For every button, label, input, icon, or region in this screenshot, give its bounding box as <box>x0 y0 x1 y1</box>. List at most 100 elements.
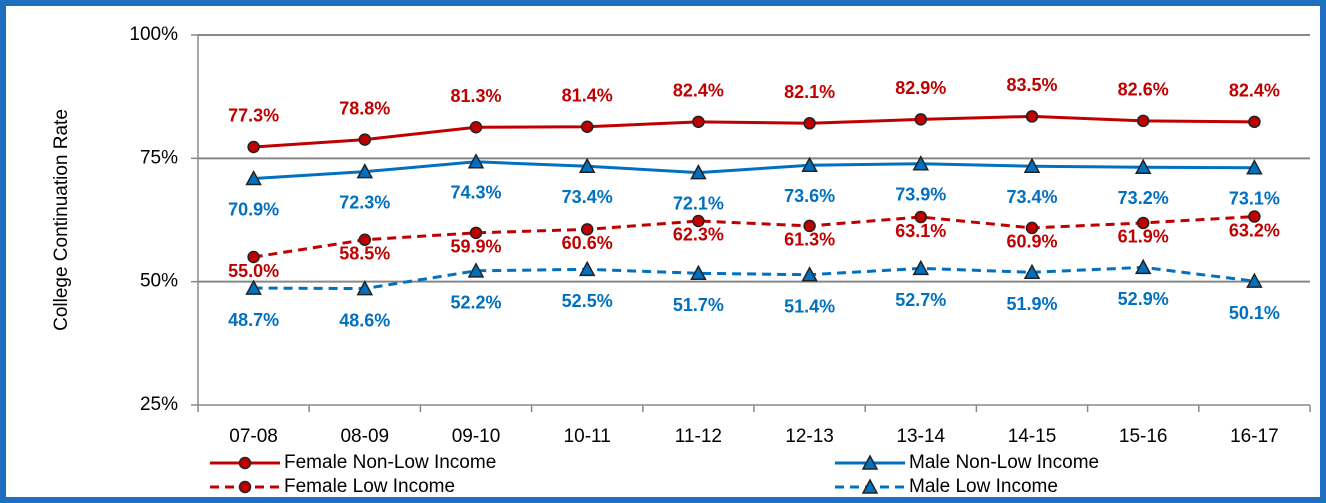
data-point <box>469 121 483 134</box>
data-point <box>245 279 262 295</box>
legend-label: Male Non-Low Income <box>909 452 1099 473</box>
data-label: 73.2% <box>1118 188 1169 208</box>
data-label: 63.1% <box>895 221 946 241</box>
x-tick-label: 08-09 <box>340 426 389 447</box>
data-point <box>1023 263 1041 280</box>
data-label: 73.4% <box>1006 187 1057 207</box>
data-label: 73.6% <box>784 186 835 206</box>
data-point <box>1134 258 1152 275</box>
series-line <box>253 160 1255 181</box>
data-label: 74.3% <box>450 183 501 203</box>
data-label: 82.4% <box>673 81 724 101</box>
data-label: 60.9% <box>1006 232 1057 252</box>
data-point <box>247 250 260 264</box>
data-label: 55.0% <box>228 261 279 281</box>
data-point <box>914 210 928 224</box>
data-label: 48.6% <box>339 310 390 330</box>
legend-marker <box>238 456 252 470</box>
data-point <box>914 113 928 126</box>
data-label: 61.9% <box>1118 227 1169 247</box>
data-point <box>578 157 596 173</box>
x-tick-label: 10-11 <box>564 426 611 447</box>
data-label: 82.6% <box>1118 80 1169 100</box>
x-tick-label: 15-16 <box>1119 426 1168 447</box>
y-tick-label: 75% <box>140 147 178 168</box>
data-label: 82.1% <box>784 82 835 102</box>
data-label: 51.9% <box>1006 294 1057 314</box>
x-tick-label: 16-17 <box>1230 426 1279 447</box>
data-label: 81.4% <box>562 86 613 106</box>
data-point <box>467 262 485 278</box>
data-point <box>1248 115 1261 129</box>
y-tick-label: 100% <box>129 24 178 45</box>
data-point <box>1025 221 1039 235</box>
data-label: 51.4% <box>784 297 835 317</box>
y-tick-label: 25% <box>140 394 178 415</box>
data-label: 52.7% <box>895 290 946 310</box>
data-point <box>803 117 816 130</box>
data-point <box>801 266 818 282</box>
data-label: 83.5% <box>1006 75 1057 95</box>
data-point <box>1025 110 1039 123</box>
legend-label: Female Non-Low Income <box>284 452 496 473</box>
data-point <box>1134 158 1152 174</box>
data-point <box>1246 272 1263 288</box>
data-point <box>247 140 260 154</box>
data-point <box>245 169 262 186</box>
data-label: 81.3% <box>450 86 501 106</box>
legend-marker <box>861 454 879 470</box>
data-point <box>356 279 374 296</box>
data-label: 73.4% <box>562 187 613 207</box>
data-label: 51.7% <box>673 295 724 315</box>
data-point <box>1023 157 1041 173</box>
y-axis-label: College Continuation Rate <box>51 109 72 331</box>
x-tick-label: 14-15 <box>1008 426 1057 447</box>
data-label: 73.1% <box>1229 188 1280 208</box>
data-label: 52.9% <box>1118 289 1169 309</box>
data-point <box>580 120 594 134</box>
data-point <box>1246 159 1263 175</box>
data-label: 82.9% <box>895 78 946 98</box>
data-point <box>912 259 930 276</box>
data-label: 73.9% <box>895 185 946 205</box>
data-label: 52.5% <box>562 291 613 311</box>
data-label: 63.2% <box>1229 220 1280 240</box>
data-point <box>690 264 707 281</box>
x-tick-label: 13-14 <box>896 426 945 447</box>
data-point <box>690 164 707 180</box>
data-point <box>580 223 594 236</box>
data-label: 72.1% <box>673 193 724 213</box>
data-label: 58.5% <box>339 243 390 263</box>
x-tick-label: 09-10 <box>452 426 501 447</box>
data-label: 60.6% <box>562 233 613 253</box>
data-point <box>358 133 372 146</box>
data-label: 59.9% <box>450 237 501 257</box>
legend-marker <box>861 478 879 494</box>
series-line <box>253 265 1255 291</box>
data-label: 70.9% <box>228 199 279 219</box>
data-label: 62.3% <box>673 225 724 245</box>
data-label: 72.3% <box>339 192 390 212</box>
legend-label: Male Low Income <box>909 476 1058 497</box>
data-label: 82.4% <box>1229 81 1280 101</box>
data-label: 61.3% <box>784 230 835 250</box>
data-label: 50.1% <box>1229 303 1280 323</box>
y-tick-label: 50% <box>140 271 178 292</box>
data-label: 78.8% <box>339 98 390 118</box>
x-tick-label: 11-12 <box>675 426 722 447</box>
data-point <box>578 260 596 277</box>
data-label: 48.7% <box>228 310 279 330</box>
legend-label: Female Low Income <box>284 476 455 497</box>
data-point <box>356 163 374 179</box>
data-point <box>801 156 818 172</box>
data-point <box>1248 210 1261 223</box>
data-label: 52.2% <box>450 293 501 313</box>
data-point <box>1136 216 1150 230</box>
data-point <box>358 233 372 246</box>
series-line <box>253 215 1255 259</box>
data-point <box>467 153 485 169</box>
data-point <box>692 214 705 228</box>
data-point <box>692 115 705 129</box>
